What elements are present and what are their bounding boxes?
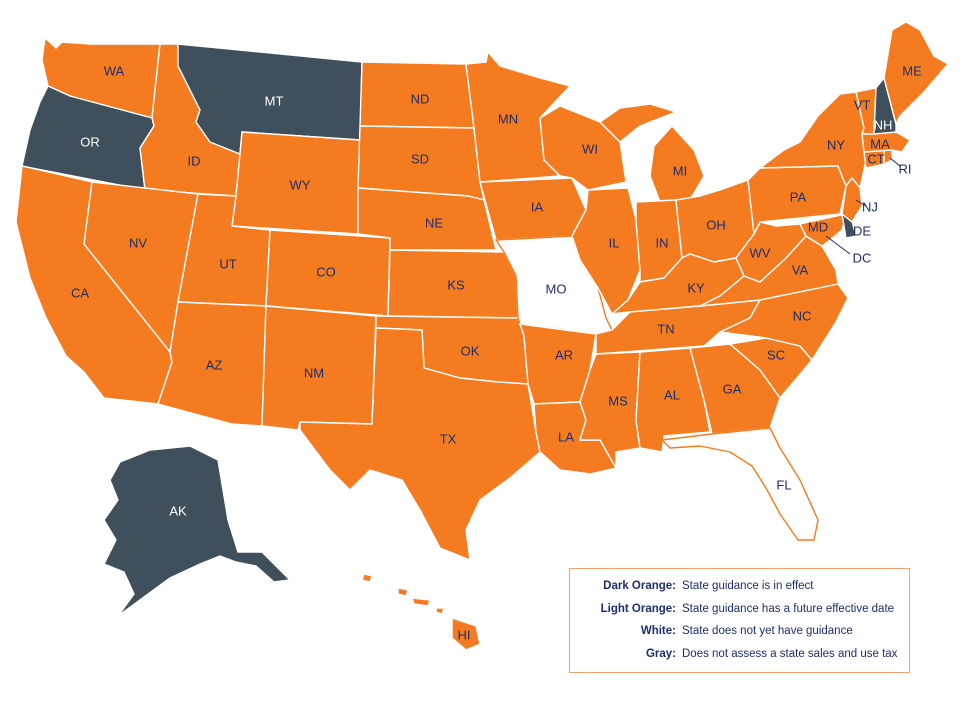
label-wi: WI: [582, 141, 598, 156]
state-ne[interactable]: [357, 187, 497, 251]
legend-row-dark-orange: Dark Orange: State guidance is in effect: [578, 575, 901, 598]
state-nh[interactable]: [873, 77, 897, 135]
state-ak[interactable]: [103, 445, 291, 617]
label-dc: DC: [853, 250, 872, 265]
state-mi[interactable]: [599, 103, 705, 203]
state-tx[interactable]: [299, 327, 541, 561]
label-ar: AR: [555, 347, 573, 362]
label-nv: NV: [129, 235, 147, 250]
label-ma: MA: [870, 136, 890, 151]
legend-key-light-orange: Light Orange:: [600, 602, 676, 615]
label-nd: ND: [411, 91, 430, 106]
state-vt[interactable]: [855, 87, 877, 135]
label-oh: OH: [706, 217, 726, 232]
state-fl[interactable]: [661, 427, 819, 541]
label-tx: TX: [440, 431, 457, 446]
label-id: ID: [188, 153, 201, 168]
legend-text-dark-orange: State guidance is in effect: [682, 580, 814, 593]
label-md: MD: [808, 219, 828, 234]
label-ms: MS: [608, 393, 628, 408]
legend-row-gray: Gray: Does not assess a state sales and …: [578, 643, 901, 666]
leader-dc: [825, 235, 851, 255]
state-nc[interactable]: [719, 283, 849, 361]
label-or: OR: [80, 134, 100, 149]
label-nh: NH: [874, 117, 893, 132]
label-wa: WA: [104, 63, 125, 78]
legend-key-white: White:: [640, 625, 676, 638]
label-wv: WV: [750, 245, 771, 260]
label-ks: KS: [447, 277, 465, 292]
state-ri[interactable]: [883, 149, 893, 165]
state-wy[interactable]: [231, 131, 361, 235]
legend: Dark Orange: State guidance is in effect…: [569, 568, 910, 673]
label-ca: CA: [71, 285, 89, 300]
legend-row-white: White: State does not yet have guidance: [578, 620, 901, 643]
label-pa: PA: [790, 189, 807, 204]
label-ut: UT: [219, 256, 236, 271]
label-nm: NM: [304, 365, 324, 380]
label-co: CO: [316, 264, 336, 279]
label-me: ME: [902, 63, 922, 78]
label-de: DE: [853, 223, 871, 238]
legend-key-gray: Gray:: [645, 647, 676, 660]
state-hi[interactable]: [361, 573, 481, 651]
label-ri: RI: [899, 161, 912, 176]
leader-ri: [889, 157, 901, 167]
state-mn[interactable]: [465, 51, 571, 183]
label-ny: NY: [827, 137, 845, 152]
label-in: IN: [656, 235, 669, 250]
label-sd: SD: [411, 151, 429, 166]
label-ia: IA: [531, 199, 544, 214]
label-tn: TN: [657, 321, 674, 336]
label-ne: NE: [425, 215, 443, 230]
legend-text-light-orange: State guidance has a future effective da…: [682, 602, 895, 615]
legend-row-light-orange: Light Orange: State guidance has a futur…: [578, 598, 901, 621]
leader-nj: [855, 199, 867, 207]
label-vt: VT: [854, 97, 871, 112]
label-hi: HI: [458, 627, 471, 642]
label-va: VA: [792, 262, 809, 277]
label-la: LA: [558, 429, 574, 444]
label-fl: FL: [776, 477, 791, 492]
state-nj[interactable]: [841, 177, 863, 223]
legend-key-dark-orange: Dark Orange:: [603, 580, 676, 593]
label-ga: GA: [723, 381, 742, 396]
legend-text-white: State does not yet have guidance: [682, 625, 853, 638]
label-ak: AK: [169, 503, 187, 518]
label-mn: MN: [498, 111, 518, 126]
label-nj: NJ: [862, 199, 878, 214]
label-il: IL: [609, 235, 620, 250]
label-wy: WY: [290, 177, 311, 192]
label-sc: SC: [767, 347, 785, 362]
label-nc: NC: [793, 308, 812, 323]
label-al: AL: [664, 387, 680, 402]
label-mo: MO: [546, 281, 567, 296]
label-ky: KY: [687, 280, 705, 295]
label-mt: MT: [265, 93, 284, 108]
label-ct: CT: [867, 151, 884, 166]
label-mi: MI: [673, 163, 687, 178]
state-me[interactable]: [883, 21, 949, 125]
label-ok: OK: [461, 343, 480, 358]
legend-text-gray: Does not assess a state sales and use ta…: [682, 647, 898, 660]
label-az: AZ: [206, 357, 223, 372]
